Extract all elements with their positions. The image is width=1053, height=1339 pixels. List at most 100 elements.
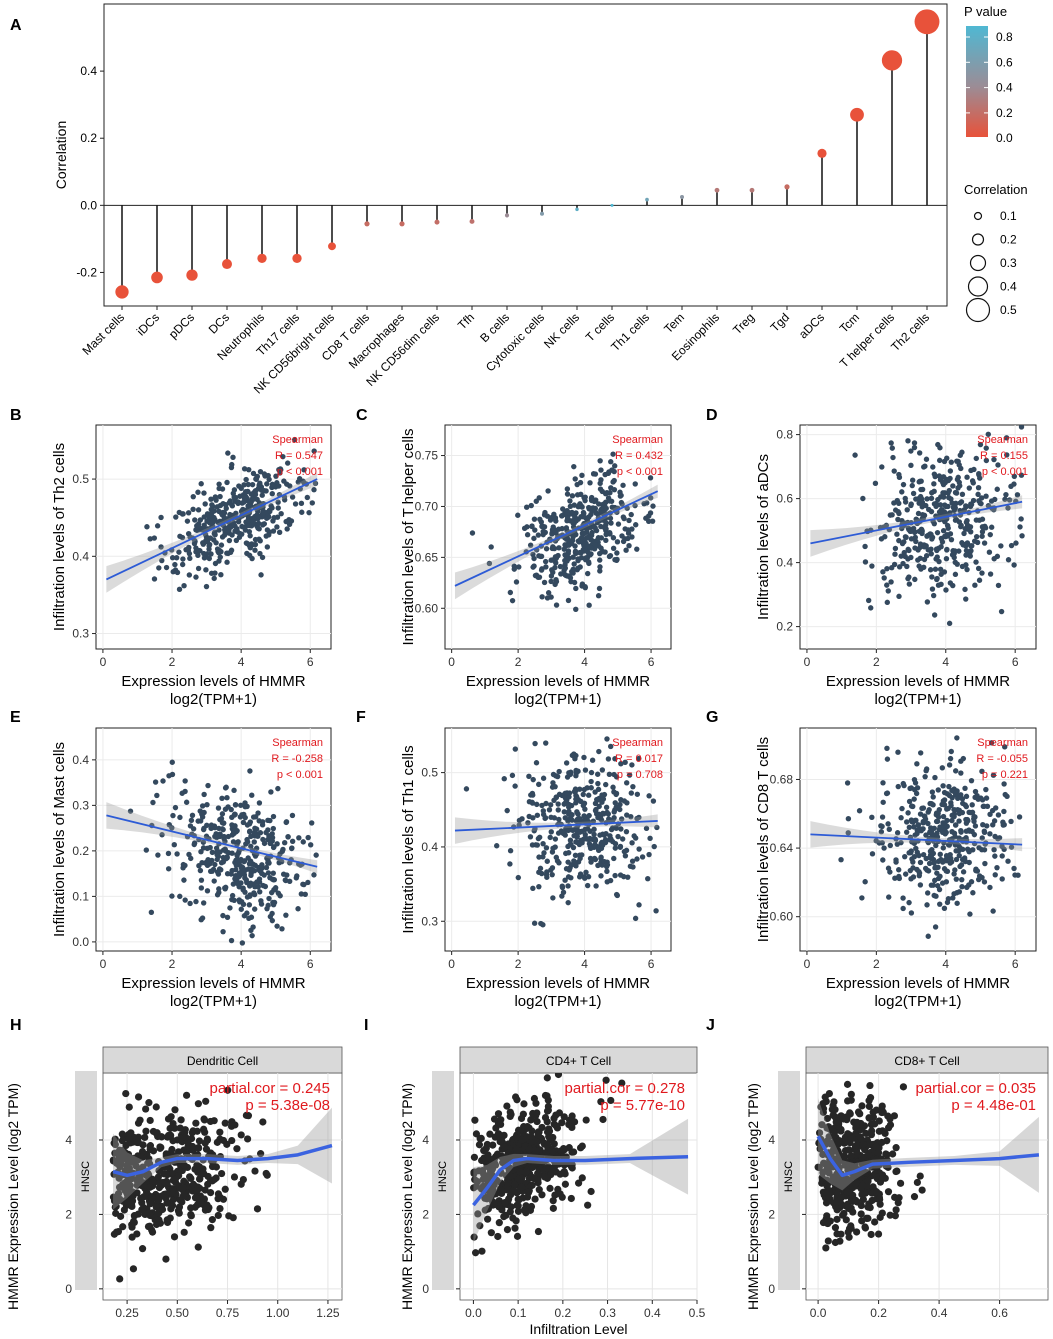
data-point: [563, 553, 570, 559]
data-point: [514, 1207, 523, 1215]
data-point: [899, 525, 905, 532]
data-point: [943, 853, 950, 859]
data-point: [146, 1145, 154, 1154]
data-point: [521, 1206, 529, 1215]
data-point: [925, 933, 931, 939]
data-point: [960, 800, 966, 807]
data-point: [207, 1189, 215, 1197]
data-point: [475, 1141, 484, 1149]
data-point: [252, 862, 258, 869]
data-point: [201, 791, 207, 798]
data-point: [164, 1161, 172, 1169]
x-axis-subtitle: log2(TPM+1): [514, 993, 601, 1010]
data-point: [965, 817, 971, 824]
data-point: [906, 581, 913, 587]
data-point: [987, 831, 993, 837]
data-point: [520, 1100, 528, 1108]
data-point: [204, 511, 211, 517]
data-point: [116, 1275, 124, 1283]
legend-p-title: P value: [964, 4, 1007, 19]
data-point: [924, 599, 931, 605]
data-point: [601, 502, 608, 509]
data-point: [568, 1123, 576, 1132]
data-point: [933, 842, 939, 849]
data-point: [146, 1183, 154, 1191]
data-point: [125, 1164, 133, 1172]
data-point: [181, 877, 187, 883]
data-point: [247, 828, 253, 834]
data-point: [823, 1124, 831, 1132]
data-point: [194, 1100, 202, 1108]
data-point: [1006, 497, 1013, 503]
data-point: [979, 529, 986, 535]
data-point: [928, 801, 935, 807]
data-point: [154, 523, 161, 529]
data-point: [959, 876, 965, 883]
data-point: [928, 495, 935, 502]
data-point: [963, 793, 970, 800]
y-tick-label: 0.3: [421, 914, 438, 928]
data-point: [137, 1154, 145, 1162]
data-point: [253, 476, 260, 482]
lollipop-dot: [575, 207, 579, 212]
data-point: [570, 534, 576, 540]
data-point: [250, 814, 257, 820]
data-point: [898, 553, 904, 559]
data-point: [592, 807, 599, 814]
data-point: [249, 481, 256, 488]
x-tick-label: 4: [942, 957, 949, 971]
data-point: [470, 1168, 479, 1176]
data-point: [138, 1245, 147, 1253]
data-point: [933, 513, 939, 519]
data-point: [604, 736, 610, 742]
data-point: [562, 877, 568, 883]
data-point: [581, 754, 587, 761]
data-point: [972, 582, 978, 588]
stats-p-value: p = 0.221: [982, 769, 1028, 781]
data-point: [936, 806, 943, 813]
data-point: [948, 748, 954, 755]
data-point: [952, 489, 959, 496]
data-point: [570, 844, 577, 851]
data-point: [1011, 562, 1017, 568]
data-point: [545, 488, 551, 494]
data-point: [632, 481, 638, 487]
data-point: [285, 834, 291, 840]
data-point: [612, 557, 618, 563]
data-point: [265, 513, 271, 519]
data-point: [608, 459, 614, 465]
data-point: [953, 822, 959, 828]
data-point: [580, 514, 586, 520]
data-point: [628, 813, 634, 820]
data-point: [274, 841, 280, 847]
data-point: [222, 785, 229, 791]
data-point: [186, 851, 192, 858]
data-point: [865, 1097, 873, 1105]
data-point: [552, 564, 558, 571]
data-point: [247, 893, 253, 899]
data-point: [209, 849, 216, 856]
data-point: [565, 541, 571, 547]
data-point: [144, 1222, 153, 1231]
y-axis-title: Infiltration levels of T helper cells: [400, 428, 417, 645]
data-point: [622, 853, 629, 859]
data-point: [593, 883, 599, 889]
data-point: [895, 749, 901, 755]
data-point: [615, 833, 621, 840]
data-point: [224, 559, 230, 565]
data-point: [568, 875, 574, 881]
data-point: [606, 771, 613, 778]
data-point: [535, 532, 542, 538]
data-point: [276, 483, 282, 489]
data-point: [160, 778, 166, 784]
data-point: [937, 477, 944, 483]
data-point: [312, 480, 319, 487]
data-point: [931, 612, 938, 618]
data-point: [179, 534, 186, 541]
data-point: [949, 787, 955, 794]
data-point: [543, 1118, 551, 1126]
data-point: [149, 1127, 158, 1136]
data-point: [122, 1089, 130, 1098]
data-point: [599, 1115, 607, 1124]
